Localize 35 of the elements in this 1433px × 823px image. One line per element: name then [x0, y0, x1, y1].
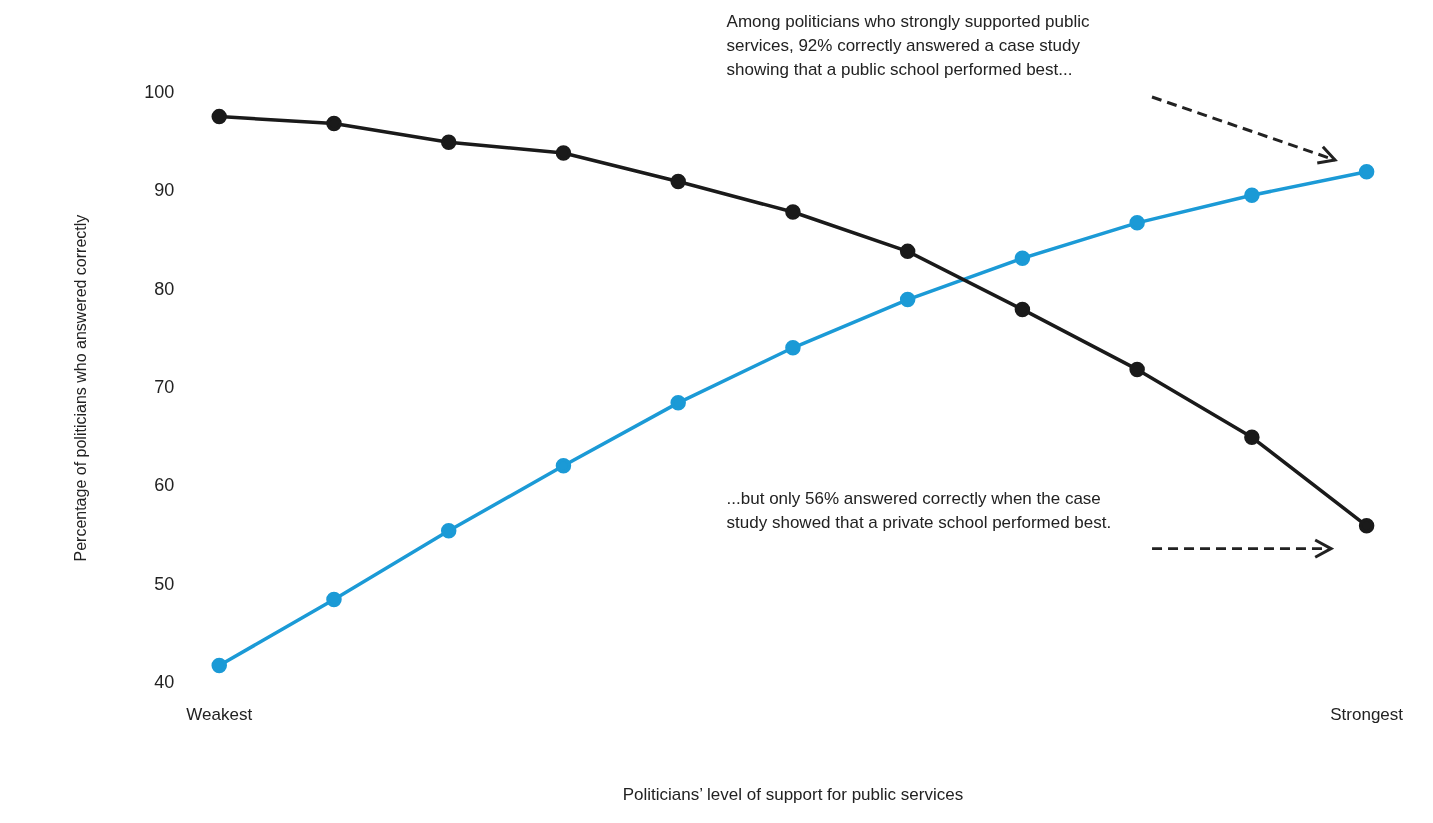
- point: [1014, 301, 1031, 318]
- x-tick-label: Weakest: [186, 705, 253, 725]
- point: [211, 657, 227, 674]
- point: [899, 291, 916, 308]
- y-tick-label: 90: [154, 180, 175, 201]
- point: [1244, 429, 1260, 446]
- point: [670, 395, 686, 411]
- point: [211, 108, 227, 125]
- point: [1244, 187, 1260, 204]
- point: [785, 340, 801, 356]
- text: Among politicians who strongly supported public services, 92% correctly answered a case study showing that a public school performed best...: [726, 11, 1091, 81]
- x-axis-title: Politicians’ level of support for public services: [622, 785, 964, 805]
- point: [440, 522, 457, 539]
- point: [555, 145, 572, 161]
- y-tick-label: 70: [154, 377, 175, 398]
- y-tick-label: 100: [144, 81, 175, 102]
- point: [326, 115, 342, 132]
- point: [785, 204, 801, 220]
- point: [670, 173, 686, 190]
- point: [1129, 361, 1145, 378]
- point: [1358, 518, 1375, 534]
- point: [1014, 250, 1031, 267]
- point: [1358, 163, 1375, 180]
- point: [899, 243, 916, 260]
- x-tick-label: Strongest: [1330, 705, 1404, 725]
- y-tick-label: 50: [154, 573, 175, 594]
- point: [326, 591, 342, 608]
- point: [1129, 215, 1145, 231]
- y-tick-label: 40: [154, 672, 175, 693]
- point: [440, 134, 457, 150]
- y-tick-label: 60: [154, 475, 175, 496]
- y-tick-label: 80: [154, 278, 175, 299]
- annotation: ...but only 56% answered correctly when the case study showed that a private school performed best.: [726, 488, 1113, 534]
- y-axis-title: Percentage of politicians who answered correctly: [72, 214, 90, 562]
- point: [555, 458, 572, 474]
